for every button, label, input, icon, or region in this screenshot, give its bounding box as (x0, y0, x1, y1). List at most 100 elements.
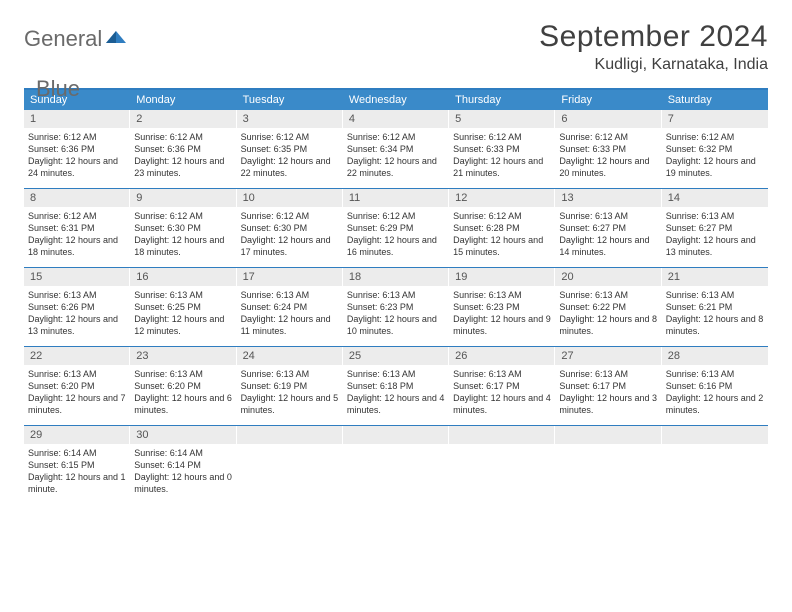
daylight-line: Daylight: 12 hours and 10 minutes. (347, 313, 445, 337)
sunset-line: Sunset: 6:27 PM (559, 222, 657, 234)
day-cell: 21Sunrise: 6:13 AMSunset: 6:21 PMDayligh… (662, 268, 768, 346)
daylight-line: Daylight: 12 hours and 21 minutes. (453, 155, 551, 179)
day-cell: 29Sunrise: 6:14 AMSunset: 6:15 PMDayligh… (24, 426, 130, 504)
day-cell: 1Sunrise: 6:12 AMSunset: 6:36 PMDaylight… (24, 110, 130, 188)
daylight-line: Daylight: 12 hours and 13 minutes. (28, 313, 126, 337)
day-cell: 5Sunrise: 6:12 AMSunset: 6:33 PMDaylight… (449, 110, 555, 188)
day-body: Sunrise: 6:13 AMSunset: 6:20 PMDaylight:… (24, 365, 130, 417)
day-number: 13 (555, 189, 661, 207)
month-title: September 2024 (539, 20, 768, 54)
sunrise-line: Sunrise: 6:12 AM (453, 210, 551, 222)
day-number: 20 (555, 268, 661, 286)
day-cell (449, 426, 555, 504)
day-cell: 6Sunrise: 6:12 AMSunset: 6:33 PMDaylight… (555, 110, 661, 188)
sunrise-line: Sunrise: 6:12 AM (347, 131, 445, 143)
sunset-line: Sunset: 6:36 PM (28, 143, 126, 155)
sunset-line: Sunset: 6:25 PM (134, 301, 232, 313)
daylight-line: Daylight: 12 hours and 20 minutes. (559, 155, 657, 179)
day-body: Sunrise: 6:12 AMSunset: 6:36 PMDaylight:… (24, 128, 130, 180)
sunrise-line: Sunrise: 6:12 AM (28, 131, 126, 143)
weeks-container: 1Sunrise: 6:12 AMSunset: 6:36 PMDaylight… (24, 110, 768, 504)
sunset-line: Sunset: 6:20 PM (28, 380, 126, 392)
day-cell: 24Sunrise: 6:13 AMSunset: 6:19 PMDayligh… (237, 347, 343, 425)
sunset-line: Sunset: 6:22 PM (559, 301, 657, 313)
day-body: Sunrise: 6:12 AMSunset: 6:33 PMDaylight:… (449, 128, 555, 180)
day-cell: 7Sunrise: 6:12 AMSunset: 6:32 PMDaylight… (662, 110, 768, 188)
day-cell: 19Sunrise: 6:13 AMSunset: 6:23 PMDayligh… (449, 268, 555, 346)
sunset-line: Sunset: 6:15 PM (28, 459, 126, 471)
sunrise-line: Sunrise: 6:13 AM (134, 368, 232, 380)
sunset-line: Sunset: 6:19 PM (241, 380, 339, 392)
dow-tuesday: Tuesday (237, 90, 343, 110)
day-number: 17 (237, 268, 343, 286)
day-body: Sunrise: 6:13 AMSunset: 6:20 PMDaylight:… (130, 365, 236, 417)
sunset-line: Sunset: 6:17 PM (559, 380, 657, 392)
sunrise-line: Sunrise: 6:12 AM (241, 131, 339, 143)
day-number (343, 426, 449, 444)
daylight-line: Daylight: 12 hours and 23 minutes. (134, 155, 232, 179)
sunrise-line: Sunrise: 6:13 AM (666, 289, 764, 301)
day-body: Sunrise: 6:14 AMSunset: 6:14 PMDaylight:… (130, 444, 236, 496)
day-body: Sunrise: 6:13 AMSunset: 6:23 PMDaylight:… (343, 286, 449, 338)
daylight-line: Daylight: 12 hours and 12 minutes. (134, 313, 232, 337)
daylight-line: Daylight: 12 hours and 15 minutes. (453, 234, 551, 258)
logo: General (24, 26, 128, 52)
day-body: Sunrise: 6:13 AMSunset: 6:23 PMDaylight:… (449, 286, 555, 338)
day-number: 22 (24, 347, 130, 365)
daylight-line: Daylight: 12 hours and 19 minutes. (666, 155, 764, 179)
day-cell: 16Sunrise: 6:13 AMSunset: 6:25 PMDayligh… (130, 268, 236, 346)
week-row: 29Sunrise: 6:14 AMSunset: 6:15 PMDayligh… (24, 426, 768, 504)
day-body: Sunrise: 6:14 AMSunset: 6:15 PMDaylight:… (24, 444, 130, 496)
day-cell (343, 426, 449, 504)
day-body: Sunrise: 6:12 AMSunset: 6:29 PMDaylight:… (343, 207, 449, 259)
day-body: Sunrise: 6:12 AMSunset: 6:28 PMDaylight:… (449, 207, 555, 259)
sunrise-line: Sunrise: 6:13 AM (666, 368, 764, 380)
day-number (662, 426, 768, 444)
sunset-line: Sunset: 6:29 PM (347, 222, 445, 234)
day-cell: 11Sunrise: 6:12 AMSunset: 6:29 PMDayligh… (343, 189, 449, 267)
sunset-line: Sunset: 6:27 PM (666, 222, 764, 234)
sunrise-line: Sunrise: 6:13 AM (559, 368, 657, 380)
day-cell: 10Sunrise: 6:12 AMSunset: 6:30 PMDayligh… (237, 189, 343, 267)
day-body: Sunrise: 6:13 AMSunset: 6:18 PMDaylight:… (343, 365, 449, 417)
day-body: Sunrise: 6:13 AMSunset: 6:25 PMDaylight:… (130, 286, 236, 338)
daylight-line: Daylight: 12 hours and 24 minutes. (28, 155, 126, 179)
daylight-line: Daylight: 12 hours and 5 minutes. (241, 392, 339, 416)
day-number: 3 (237, 110, 343, 128)
sunrise-line: Sunrise: 6:13 AM (347, 289, 445, 301)
sunset-line: Sunset: 6:23 PM (453, 301, 551, 313)
logo-triangle-icon (106, 29, 126, 50)
day-number: 12 (449, 189, 555, 207)
day-body: Sunrise: 6:13 AMSunset: 6:21 PMDaylight:… (662, 286, 768, 338)
day-cell: 25Sunrise: 6:13 AMSunset: 6:18 PMDayligh… (343, 347, 449, 425)
daylight-line: Daylight: 12 hours and 13 minutes. (666, 234, 764, 258)
title-block: September 2024 Kudligi, Karnataka, India (539, 20, 768, 74)
day-cell: 2Sunrise: 6:12 AMSunset: 6:36 PMDaylight… (130, 110, 236, 188)
day-number: 25 (343, 347, 449, 365)
sunset-line: Sunset: 6:30 PM (241, 222, 339, 234)
sunset-line: Sunset: 6:18 PM (347, 380, 445, 392)
sunset-line: Sunset: 6:33 PM (559, 143, 657, 155)
day-cell (662, 426, 768, 504)
sunset-line: Sunset: 6:28 PM (453, 222, 551, 234)
day-body: Sunrise: 6:12 AMSunset: 6:30 PMDaylight:… (237, 207, 343, 259)
day-number (449, 426, 555, 444)
daylight-line: Daylight: 12 hours and 4 minutes. (347, 392, 445, 416)
day-number: 7 (662, 110, 768, 128)
day-body: Sunrise: 6:13 AMSunset: 6:27 PMDaylight:… (555, 207, 661, 259)
sunset-line: Sunset: 6:32 PM (666, 143, 764, 155)
daylight-line: Daylight: 12 hours and 2 minutes. (666, 392, 764, 416)
dow-thursday: Thursday (449, 90, 555, 110)
sunrise-line: Sunrise: 6:13 AM (28, 289, 126, 301)
sunset-line: Sunset: 6:23 PM (347, 301, 445, 313)
sunset-line: Sunset: 6:16 PM (666, 380, 764, 392)
day-cell: 30Sunrise: 6:14 AMSunset: 6:14 PMDayligh… (130, 426, 236, 504)
day-body: Sunrise: 6:12 AMSunset: 6:34 PMDaylight:… (343, 128, 449, 180)
day-number: 4 (343, 110, 449, 128)
day-cell (237, 426, 343, 504)
day-number (555, 426, 661, 444)
daylight-line: Daylight: 12 hours and 0 minutes. (134, 471, 232, 495)
logo-text-general: General (24, 26, 102, 52)
dow-friday: Friday (555, 90, 661, 110)
logo-text-blue: Blue (36, 76, 80, 102)
